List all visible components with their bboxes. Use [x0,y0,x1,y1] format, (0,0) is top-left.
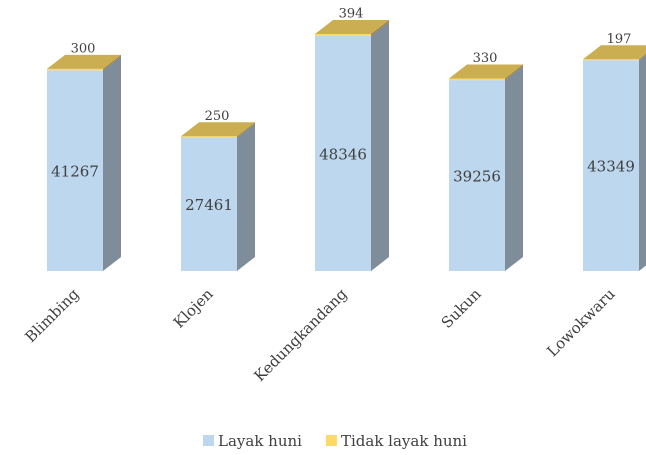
bar-front [47,70,103,271]
bar-side [237,122,255,138]
bar-segment [315,20,389,36]
bar-side [639,54,646,271]
data-label: 197 [607,32,632,47]
bar-front [181,136,237,138]
bar-front [449,80,505,271]
data-label: 330 [473,51,498,66]
data-label: 39256 [453,168,501,186]
bar-top [47,54,121,69]
bar-segment [449,64,523,81]
legend-swatch [325,435,337,446]
data-label: 41267 [51,163,99,181]
data-label: 48346 [319,145,367,163]
bar-segment [449,66,523,271]
bar-front [181,137,237,271]
data-label: 250 [205,109,230,124]
legend-swatch [203,435,214,446]
bar-top [181,122,255,137]
data-label: 27461 [185,196,233,214]
x-tick-label: Klojen [170,285,217,332]
data-label: 43349 [587,158,635,176]
bar-side [505,66,523,271]
bar-top [315,20,389,34]
bar-front [449,78,505,81]
bar-segment [181,122,255,138]
x-tick-label: Sukun [438,285,485,332]
bar-front [583,59,639,61]
bar-front [315,35,371,272]
bar-segment [47,56,121,271]
bar-side [237,123,255,271]
bar-front [315,34,371,36]
bar-side [639,53,646,61]
data-label: 300 [71,41,96,56]
data-label: 394 [339,7,364,22]
bar-segment [583,54,646,272]
bar-front [47,68,103,71]
bar-top [583,45,646,60]
bar-side [103,56,121,271]
bar-side [505,64,523,81]
bar-side [371,21,389,272]
x-tick-label: Blimbing [21,285,82,346]
bar-top [449,64,523,79]
bar-segment [181,123,255,271]
bar-front [583,60,639,272]
bar-side [371,20,389,36]
bar-side [103,54,121,71]
legend-label: Layak huni [218,432,302,450]
bar-segment [583,45,646,61]
x-tick-label: Kedungkandang [250,285,350,385]
bar-segment [315,21,389,272]
bar-segment [47,54,121,71]
x-tick-label: Lowokwaru [543,285,619,361]
legend-label: Tidak layak huni [341,432,467,450]
